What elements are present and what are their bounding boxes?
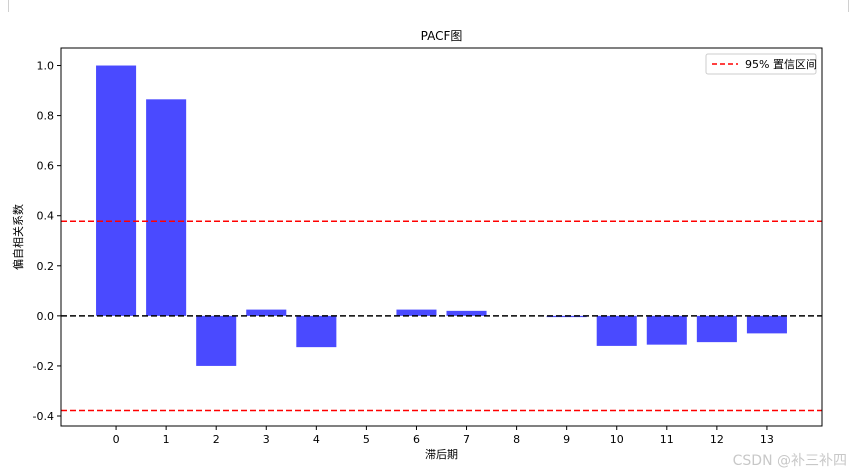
x-axis-label: 滞后期 — [425, 448, 458, 461]
y-tick-label: -0.4 — [33, 410, 54, 423]
y-tick-label: 0.0 — [37, 310, 55, 323]
y-axis-label: 偏自相关系数 — [11, 204, 25, 270]
legend: 95% 置信区间 — [705, 53, 817, 75]
x-tick-label: 9 — [563, 433, 570, 446]
x-tick-label: 3 — [263, 433, 270, 446]
bar-lag-3 — [246, 309, 287, 316]
x-tick-label: 10 — [610, 433, 624, 446]
legend-label: 95% 置信区间 — [745, 58, 817, 71]
x-tick-label: 0 — [113, 433, 120, 446]
y-tick-label: -0.2 — [33, 360, 54, 373]
bar-lag-4 — [296, 315, 337, 348]
bar-lag-11 — [646, 315, 687, 345]
x-tick-label: 1 — [163, 433, 170, 446]
frame-corner-top-left — [8, 0, 21, 12]
bars-layer — [96, 65, 787, 366]
x-tick-label: 4 — [313, 433, 320, 446]
x-tick-label: 5 — [363, 433, 370, 446]
bar-lag-10 — [596, 315, 637, 346]
legend-box — [705, 53, 817, 75]
y-tick-label: 0.8 — [37, 110, 55, 123]
bar-lag-13 — [746, 315, 787, 334]
ticks-layer: 0 1 2 3 4 5 6 7 8 9 10 11 12 13-0.4-0.20.00.20.40.60.… — [33, 60, 774, 446]
bar-lag-0 — [96, 65, 137, 316]
lines-layer — [61, 220, 822, 412]
x-tick-label: 13 — [760, 433, 774, 446]
bar-lag-6 — [396, 309, 437, 316]
x-tick-label: 11 — [660, 433, 674, 446]
plot-frame — [60, 47, 823, 427]
x-tick-label: 7 — [463, 433, 470, 446]
bar-lag-2 — [196, 315, 237, 366]
x-tick-label: 12 — [710, 433, 724, 446]
bar-lag-12 — [696, 315, 737, 343]
x-tick-label: 2 — [213, 433, 220, 446]
y-tick-label: 0.6 — [37, 160, 55, 173]
bar-lag-7 — [446, 310, 487, 316]
y-tick-label: 0.2 — [37, 260, 55, 273]
x-tick-label: 6 — [413, 433, 420, 446]
frame-corner-top-right — [836, 0, 849, 12]
bar-lag-1 — [146, 99, 187, 316]
x-tick-label: 8 — [513, 433, 520, 446]
watermark: CSDN @补三补四 — [732, 453, 847, 469]
y-tick-label: 0.4 — [37, 210, 55, 223]
chart-title: PACF图 — [421, 29, 463, 43]
y-tick-label: 1.0 — [37, 60, 55, 73]
